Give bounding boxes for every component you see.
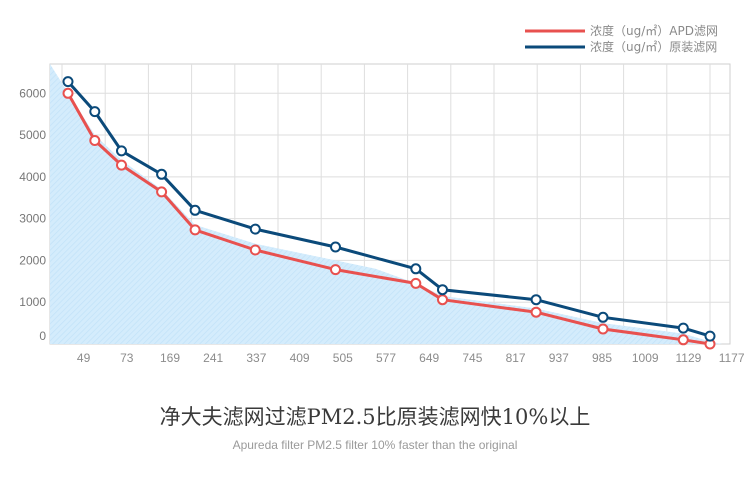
x-tick-label: 985 (592, 351, 612, 365)
x-tick-label: 169 (160, 351, 180, 365)
y-tick-label: 2000 (19, 253, 46, 267)
x-tick-label: 745 (462, 351, 482, 365)
x-tick-label: 241 (203, 351, 223, 365)
data-point-series-1 (677, 334, 689, 346)
x-tick-label: 649 (419, 351, 439, 365)
data-point-series-1 (597, 323, 609, 335)
y-axis-ticks: 0 1000 2000 3000 4000 5000 6000 (19, 86, 46, 343)
data-point-series-2 (437, 284, 448, 296)
y-tick-label: 1000 (19, 295, 46, 309)
data-point-series-1 (156, 186, 168, 198)
x-tick-label: 73 (120, 351, 134, 365)
x-tick-label: 817 (506, 351, 526, 365)
x-tick-label: 505 (333, 351, 353, 365)
y-tick-label: 5000 (19, 128, 46, 142)
data-point-series-1 (530, 306, 542, 318)
data-point-series-1 (62, 87, 74, 99)
data-point-series-1 (89, 135, 101, 146)
series-layer (62, 76, 716, 350)
data-point-series-2 (62, 76, 74, 88)
data-point-series-2 (249, 223, 261, 235)
x-tick-label: 337 (246, 351, 266, 365)
y-tick-label: 3000 (19, 212, 46, 226)
data-point-series-1 (249, 244, 261, 256)
x-tick-label: 1129 (675, 351, 701, 365)
data-point-series-2 (410, 263, 422, 275)
data-point-series-2 (330, 241, 341, 253)
shaded-area (50, 64, 722, 344)
legend-label-2: 浓度（ug/㎡）原装滤网 (590, 39, 717, 54)
x-tick-label: 577 (376, 351, 396, 365)
data-point-series-1 (437, 294, 448, 306)
legend-label-1: 浓度（ug/㎡）APD滤网 (590, 23, 718, 38)
x-tick-label: 409 (290, 351, 310, 365)
chart-caption-title: 净大夫滤网过滤PM2.5比原装滤网快10%以上 (159, 405, 591, 429)
data-point-series-2 (189, 204, 201, 216)
chart-caption-subtitle: Apureda filter PM2.5 filter 10% faster t… (232, 438, 518, 452)
data-point-series-1 (189, 224, 201, 236)
data-point-series-1 (410, 277, 422, 289)
data-point-series-2 (156, 168, 168, 180)
x-tick-label: 1177 (719, 351, 745, 365)
y-tick-label: 0 (39, 329, 46, 343)
x-axis-ticks: 49 73 169 241 337 409 505 577 649 745 817 937 985 100… (77, 351, 745, 365)
y-tick-label: 4000 (19, 170, 46, 184)
x-tick-label: 1009 (632, 351, 659, 365)
x-tick-label: 937 (549, 351, 569, 365)
data-point-series-2 (116, 145, 127, 157)
data-point-series-1 (330, 264, 341, 276)
data-point-series-2 (677, 322, 689, 334)
x-tick-label: 49 (77, 351, 91, 365)
data-point-series-2 (704, 330, 716, 342)
data-point-series-1 (116, 159, 127, 171)
data-point-series-2 (530, 294, 542, 306)
data-point-series-2 (89, 106, 101, 118)
y-tick-label: 6000 (19, 86, 46, 100)
data-point-series-2 (597, 311, 609, 323)
